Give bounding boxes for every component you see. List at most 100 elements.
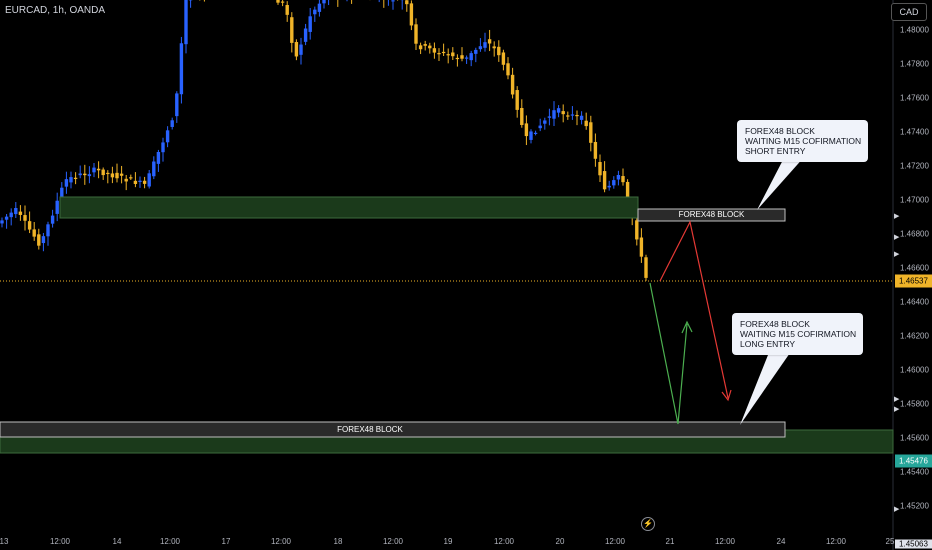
marker-icon: ▶ xyxy=(894,234,900,241)
candle-body xyxy=(566,115,570,117)
candle-body xyxy=(83,173,87,176)
candle-body xyxy=(308,16,312,32)
candle-body xyxy=(0,220,4,224)
candle-body xyxy=(405,0,409,5)
candle-body xyxy=(32,229,36,237)
candle-body xyxy=(64,179,69,187)
candle-body xyxy=(73,177,78,179)
candle-body xyxy=(589,122,593,143)
time-tick-label: 20 xyxy=(555,537,565,546)
lower-block-label: FOREX48 BLOCK xyxy=(337,425,403,434)
candle-body xyxy=(101,169,105,176)
candle-body xyxy=(487,39,492,44)
candle-body xyxy=(575,114,579,117)
candle-body xyxy=(602,171,607,190)
candle-body xyxy=(423,44,427,46)
currency-button[interactable]: CAD xyxy=(891,3,927,21)
time-tick-label: 21 xyxy=(665,537,675,546)
marker-icon: ▶ xyxy=(894,506,900,513)
candle-body xyxy=(290,17,294,43)
note-line: FOREX48 BLOCK xyxy=(745,126,815,136)
long-path-arrow xyxy=(649,282,688,425)
short-note-pointer xyxy=(757,156,805,210)
candle-body xyxy=(428,45,432,49)
price-tick-label: 1.45600 xyxy=(900,433,929,443)
candle-body xyxy=(106,172,110,175)
candle-body xyxy=(469,53,473,61)
candle-body xyxy=(414,24,418,44)
candle-body xyxy=(607,185,611,188)
time-tick-label: 12:00 xyxy=(159,537,181,546)
candle-body xyxy=(184,0,188,45)
candle-body xyxy=(152,161,156,177)
time-tick-label: 18 xyxy=(333,537,343,546)
marker-icon: ▶ xyxy=(894,406,900,413)
candle-body xyxy=(492,46,496,49)
candle-body xyxy=(483,42,487,48)
time-tick-label: 13 xyxy=(0,537,9,546)
candle-body xyxy=(621,176,625,183)
time-tick-label: 12:00 xyxy=(493,537,515,546)
time-tick-label: 12:00 xyxy=(270,537,292,546)
candle-body xyxy=(60,187,64,200)
symbol-title[interactable]: EURCAD, 1h, OANDA xyxy=(5,5,106,16)
short-path-arrow xyxy=(659,220,729,399)
second-price-badge: 1.45476 xyxy=(895,454,932,468)
candle-body xyxy=(418,45,423,50)
candle-body xyxy=(515,90,519,110)
note-line: WAITING M15 COFIRMATION xyxy=(740,329,857,339)
candle-body xyxy=(556,108,561,113)
price-tick-label: 1.46400 xyxy=(900,297,929,307)
candle-body xyxy=(294,42,299,57)
candle-body xyxy=(455,57,460,60)
candle-body xyxy=(612,180,616,186)
price-tick-label: 1.46800 xyxy=(900,229,929,239)
candle-body xyxy=(529,131,533,140)
price-tick-label: 1.47800 xyxy=(900,59,929,69)
note-line: LONG ENTRY xyxy=(740,339,796,349)
candle-body xyxy=(552,110,556,119)
candle-body xyxy=(446,54,450,56)
upper-block-box xyxy=(637,208,786,222)
time-tick-label: 25 xyxy=(885,537,895,546)
price-tick-label: 1.47200 xyxy=(900,161,929,171)
replay-icon[interactable]: ⚡ xyxy=(641,517,655,531)
candle-body xyxy=(87,174,92,177)
candle-body xyxy=(322,0,326,4)
candle-body xyxy=(538,125,542,129)
candle-body xyxy=(317,3,322,12)
upper-block-label: FOREX48 BLOCK xyxy=(678,210,745,219)
candle-body xyxy=(432,48,437,53)
long-entry-note[interactable]: FOREX48 BLOCK WAITING M15 COFIRMATION LO… xyxy=(732,313,863,355)
candle-body xyxy=(391,0,395,2)
candle-body xyxy=(110,173,115,178)
candle-body xyxy=(409,3,414,26)
candle-body xyxy=(9,212,13,218)
candle-body xyxy=(170,120,174,127)
candle-body xyxy=(50,215,55,224)
candle-body xyxy=(547,116,552,118)
candle-body xyxy=(497,46,501,56)
candle-body xyxy=(441,51,446,54)
candle-body xyxy=(625,181,630,200)
candle-body xyxy=(78,173,82,176)
candle-body xyxy=(598,162,602,176)
price-tick-label: 1.45400 xyxy=(900,467,929,477)
candle-body xyxy=(147,173,151,187)
time-tick-label: 12:00 xyxy=(382,537,404,546)
candle-body xyxy=(635,220,639,240)
candle-body xyxy=(142,180,147,184)
candle-body xyxy=(129,177,133,179)
candle-body xyxy=(55,200,59,214)
candle-body xyxy=(506,63,510,76)
candle-body xyxy=(299,44,303,55)
short-entry-note[interactable]: FOREX48 BLOCK WAITING M15 COFIRMATION SH… xyxy=(737,120,868,162)
candle-body xyxy=(115,172,119,179)
candle-body xyxy=(451,52,455,57)
lower-block-box xyxy=(0,421,786,438)
time-tick-label: 19 xyxy=(443,537,453,546)
candle-body xyxy=(92,167,96,173)
note-line: FOREX48 BLOCK xyxy=(740,319,810,329)
candle-body xyxy=(437,53,441,55)
